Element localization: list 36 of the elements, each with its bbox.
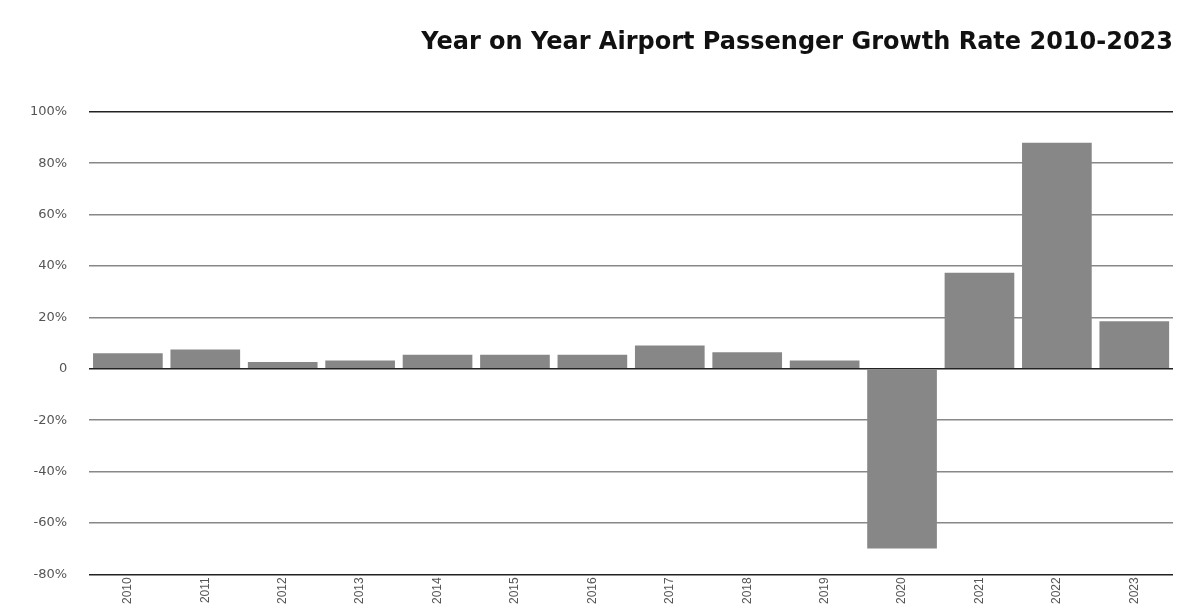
x-tick-label: 2011	[197, 576, 212, 604]
x-tick-label: 2020	[894, 576, 909, 605]
x-tick-label: 2022	[1049, 576, 1064, 605]
bar	[634, 345, 705, 368]
y-tick-label: -80%	[33, 565, 68, 581]
y-tick-label: -60%	[33, 514, 68, 530]
bar	[247, 362, 318, 368]
bar	[480, 354, 550, 368]
chart-title: Year on Year Airport Passenger Growth Rate 2010-2023	[420, 26, 1173, 55]
bar	[325, 360, 395, 368]
bar	[712, 352, 783, 368]
x-tick-label: 2019	[816, 576, 831, 605]
x-tick-label: 2018	[739, 576, 754, 605]
y-tick-label: -40%	[33, 462, 68, 478]
y-tick-label: 60%	[38, 205, 68, 221]
x-tick-label: 2012	[275, 576, 290, 605]
x-tick-label: 2015	[507, 576, 522, 605]
y-tick-label: 20%	[38, 308, 68, 324]
y-tick-label: 0	[58, 360, 68, 376]
x-tick-label: 2017	[662, 576, 677, 605]
bar	[93, 353, 163, 368]
bar	[170, 349, 241, 368]
bar	[402, 354, 473, 368]
y-tick-label: 100%	[29, 103, 68, 119]
x-tick-label: 2013	[352, 576, 367, 605]
bar	[1099, 321, 1170, 368]
x-tick-label: 2016	[584, 576, 599, 605]
y-tick-label: -20%	[33, 411, 68, 427]
y-tick-label: 80%	[38, 154, 68, 170]
x-tick-label: 2010	[120, 576, 135, 605]
x-tick-label: 2014	[429, 576, 444, 605]
bar	[557, 354, 628, 368]
x-tick-label: 2023	[1126, 576, 1141, 605]
bar	[789, 360, 860, 368]
x-tick-label: 2021	[971, 576, 986, 605]
y-tick-label: 40%	[38, 257, 68, 273]
